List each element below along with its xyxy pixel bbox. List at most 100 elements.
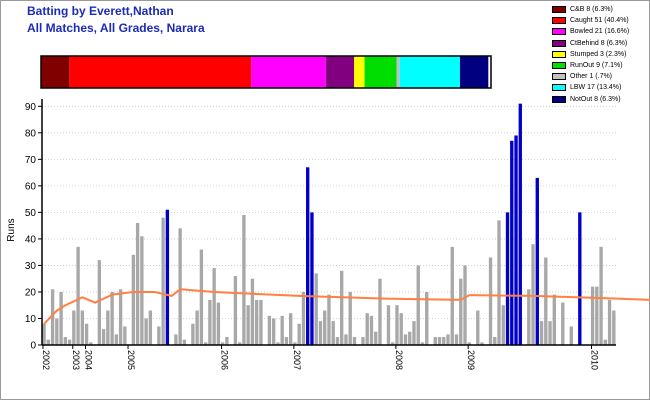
chart-title: Batting by Everett,Nathan — [27, 4, 174, 18]
runs-bar — [63, 337, 68, 345]
year-label: 2009 — [466, 350, 476, 370]
legend-label: C&B 8 (6.3%) — [570, 6, 613, 13]
runs-bar — [50, 289, 55, 345]
runs-bar — [250, 278, 255, 345]
runs-bar — [399, 313, 403, 345]
runs-bar — [425, 291, 429, 345]
runs-bar — [531, 244, 535, 345]
runs-bar — [612, 310, 616, 345]
y-tick-label: 40 — [25, 234, 37, 245]
runs-bar — [293, 342, 297, 345]
legend-swatch — [552, 61, 566, 69]
runs-bar — [42, 323, 46, 345]
runs-bar — [216, 302, 221, 345]
runs-bar — [76, 246, 80, 345]
runs-bar — [254, 299, 259, 345]
runs-bar — [118, 289, 123, 345]
runs-bar — [569, 326, 573, 345]
runs-bar — [395, 305, 399, 345]
runs-bar — [352, 337, 357, 345]
runs-bar — [459, 278, 463, 345]
runs-bar — [195, 310, 199, 345]
year-label: 2007 — [292, 350, 302, 370]
runs-bar — [408, 331, 412, 345]
runs-bar — [123, 326, 127, 345]
y-axis-label: Runs — [6, 218, 17, 241]
runs-bar — [323, 310, 327, 345]
runs-bar — [493, 337, 497, 345]
legend-label: NotOut 8 (6.3%) — [570, 95, 621, 103]
legend-label: LBW 17 (13.4%) — [570, 84, 622, 92]
legend-item: C&B 8 (6.3%) — [551, 4, 649, 15]
dismissal-segment — [364, 56, 397, 88]
legend-swatch — [552, 95, 566, 103]
runs-bar — [225, 337, 229, 345]
dismissal-segment — [459, 56, 489, 88]
runs-bar — [603, 339, 607, 345]
legend-label: CtBehind 8 (6.3%) — [570, 39, 628, 47]
runs-bar — [182, 339, 187, 345]
runs-bar — [157, 326, 161, 345]
runs-bar — [416, 265, 420, 345]
year-label: 2010 — [589, 350, 599, 370]
runs-bar — [140, 236, 144, 345]
runs-bar — [403, 334, 408, 345]
not-out-bar — [518, 103, 522, 345]
runs-bar — [595, 286, 599, 345]
legend-item: CtBehind 8 (6.3%) — [551, 38, 649, 49]
not-out-bar — [535, 177, 539, 345]
legend-label: Stumped 3 (2.3%) — [570, 50, 627, 58]
runs-bar — [220, 342, 225, 345]
legend-item: Stumped 3 (2.3%) — [551, 49, 649, 60]
year-label: 2008 — [394, 350, 404, 370]
runs-bar — [280, 315, 284, 345]
runs-bar — [488, 257, 493, 345]
y-tick-label: 80 — [25, 128, 37, 139]
y-tick-label: 50 — [25, 208, 37, 219]
runs-bar — [548, 321, 552, 345]
dismissal-segment — [251, 56, 326, 88]
runs-bar — [67, 339, 72, 345]
runs-bar — [106, 310, 110, 345]
year-label: 2004 — [84, 350, 94, 370]
runs-bar — [314, 273, 318, 345]
legend-item: LBW 17 (13.4%) — [551, 82, 649, 93]
legend-swatch — [552, 73, 566, 81]
runs-bar — [318, 321, 323, 345]
runs-bar — [539, 321, 544, 345]
legend-swatch — [552, 28, 566, 36]
legend-swatch — [552, 17, 566, 25]
y-tick-label: 0 — [30, 341, 36, 352]
legend-label: Bowled 21 (16.6%) — [570, 28, 630, 36]
runs-bar — [450, 246, 454, 345]
runs-bar — [327, 294, 331, 345]
y-tick-label: 70 — [25, 155, 37, 166]
runs-bar — [386, 305, 391, 345]
not-out-bar — [310, 212, 314, 345]
not-out-bar — [578, 212, 582, 345]
runs-bar — [344, 334, 348, 345]
runs-bar — [442, 337, 446, 345]
y-tick-label: 60 — [25, 181, 37, 192]
legend-swatch — [552, 39, 566, 47]
runs-bar — [446, 334, 450, 345]
runs-bar — [46, 339, 51, 345]
runs-bar — [237, 342, 242, 345]
runs-bar — [335, 337, 340, 345]
runs-bar — [289, 313, 293, 345]
runs-bar — [178, 228, 182, 345]
dismissal-segment — [354, 56, 365, 88]
runs-bar — [89, 342, 93, 345]
runs-bar — [497, 220, 501, 345]
runs-bar — [378, 278, 382, 345]
runs-bar — [369, 315, 374, 345]
runs-bar — [233, 276, 238, 345]
runs-bar — [161, 217, 165, 345]
legend-item: RunOut 9 (7.1%) — [551, 60, 649, 71]
runs-bar — [246, 305, 250, 345]
y-tick-label: 30 — [25, 261, 37, 272]
runs-bar — [80, 310, 85, 345]
runs-bar — [552, 294, 556, 345]
runs-bar — [208, 299, 212, 345]
